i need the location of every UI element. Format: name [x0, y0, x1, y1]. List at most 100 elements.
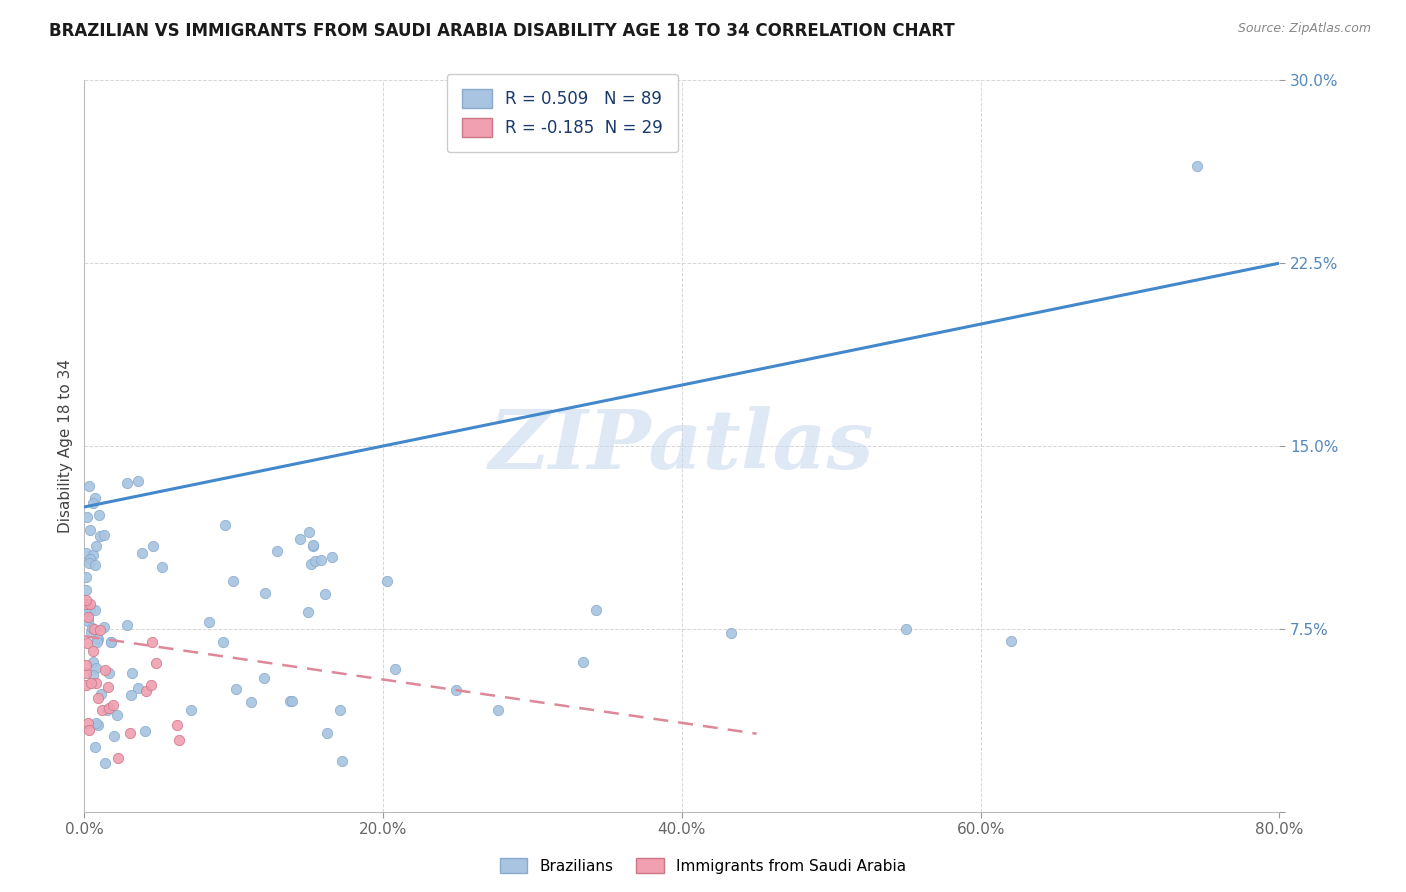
Point	[252, 672, 274, 686]
Point	[103, 698, 125, 712]
Point	[302, 539, 325, 553]
Point	[82, 621, 104, 635]
Y-axis label: Disability Age 18 to 34: Disability Age 18 to 34	[58, 359, 73, 533]
Point	[75, 597, 97, 611]
Point	[214, 517, 236, 532]
Point	[93, 620, 115, 634]
Point	[180, 702, 202, 716]
Point	[103, 729, 125, 743]
Point	[77, 715, 100, 730]
Point	[225, 682, 247, 697]
Point	[89, 623, 111, 637]
Point	[141, 635, 163, 649]
Point	[75, 570, 97, 584]
Point	[94, 663, 117, 677]
Text: BRAZILIAN VS IMMIGRANTS FROM SAUDI ARABIA DISABILITY AGE 18 TO 34 CORRELATION CH: BRAZILIAN VS IMMIGRANTS FROM SAUDI ARABI…	[49, 22, 955, 40]
Point	[131, 546, 153, 560]
Point	[127, 681, 149, 695]
Point	[86, 631, 108, 645]
Point	[82, 644, 104, 658]
Point	[572, 656, 595, 670]
Point	[97, 680, 120, 694]
Point	[117, 476, 139, 491]
Point	[105, 707, 128, 722]
Point	[297, 524, 319, 539]
Point	[375, 574, 398, 588]
Point	[82, 549, 104, 563]
Point	[75, 665, 97, 680]
Point	[330, 754, 353, 768]
Text: ZIPatlas: ZIPatlas	[489, 406, 875, 486]
Point	[77, 614, 100, 628]
Point	[84, 740, 107, 755]
Point	[266, 543, 288, 558]
Point	[79, 523, 101, 537]
Point	[89, 529, 111, 543]
Point	[76, 636, 98, 650]
Point	[118, 726, 141, 740]
Point	[87, 632, 110, 647]
Point	[127, 474, 149, 488]
Point	[142, 539, 165, 553]
Point	[321, 549, 343, 564]
Point	[91, 703, 114, 717]
Point	[90, 687, 112, 701]
Point	[76, 509, 98, 524]
Point	[329, 703, 352, 717]
Point	[86, 691, 108, 706]
Point	[80, 624, 103, 639]
Point	[309, 552, 332, 566]
Point	[82, 656, 104, 670]
Point	[82, 496, 104, 510]
Point	[316, 726, 339, 740]
Point	[75, 582, 97, 597]
Point	[1187, 159, 1209, 173]
Point	[167, 733, 190, 747]
Point	[894, 622, 917, 636]
Text: Source: ZipAtlas.com: Source: ZipAtlas.com	[1237, 22, 1371, 36]
Point	[84, 539, 107, 553]
Point	[166, 718, 188, 732]
Point	[80, 675, 103, 690]
Point	[288, 532, 311, 546]
Point	[135, 683, 157, 698]
Point	[281, 694, 304, 708]
Point	[239, 695, 262, 709]
Point	[86, 717, 108, 731]
Point	[150, 560, 173, 574]
Point	[384, 662, 406, 676]
Legend: Brazilians, Immigrants from Saudi Arabia: Brazilians, Immigrants from Saudi Arabia	[494, 852, 912, 880]
Point	[301, 538, 323, 552]
Point	[107, 751, 129, 765]
Point	[304, 554, 326, 568]
Point	[98, 701, 121, 715]
Point	[75, 602, 97, 616]
Point	[100, 635, 122, 649]
Point	[79, 597, 101, 611]
Point	[139, 678, 162, 692]
Point	[83, 491, 105, 505]
Point	[75, 658, 97, 673]
Point	[84, 676, 107, 690]
Point	[314, 587, 336, 601]
Point	[585, 603, 607, 617]
Point	[84, 661, 107, 675]
Point	[93, 756, 115, 770]
Point	[121, 665, 143, 680]
Point	[145, 656, 167, 670]
Point	[75, 545, 97, 559]
Point	[212, 634, 235, 648]
Point	[120, 688, 142, 702]
Legend: R = 0.509   N = 89, R = -0.185  N = 29: R = 0.509 N = 89, R = -0.185 N = 29	[447, 74, 678, 153]
Point	[77, 479, 100, 493]
Point	[75, 593, 97, 607]
Point	[98, 665, 121, 680]
Point	[117, 617, 139, 632]
Point	[86, 715, 108, 730]
Point	[86, 634, 108, 648]
Point	[254, 585, 277, 599]
Point	[77, 723, 100, 737]
Point	[486, 703, 509, 717]
Point	[75, 677, 97, 691]
Point	[134, 724, 156, 739]
